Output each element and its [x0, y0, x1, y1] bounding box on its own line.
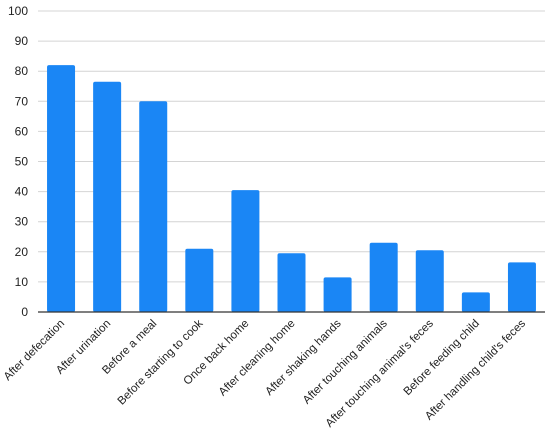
x-category-label: After defecation	[2, 318, 67, 383]
x-category-label: Before starting to cook	[116, 317, 206, 407]
y-tick-label: 20	[15, 245, 29, 259]
x-category-label: After handling child's feces	[423, 317, 528, 422]
bar	[415, 250, 444, 312]
y-tick-label: 40	[15, 185, 29, 199]
bar	[507, 262, 536, 312]
gridlines	[38, 10, 545, 283]
bar	[323, 277, 352, 312]
bar	[461, 292, 490, 312]
y-tick-labels: 0 10 20 30 40 50 60 70 80 90 100	[8, 4, 28, 319]
y-tick-label: 100	[8, 4, 28, 18]
bar	[93, 81, 122, 312]
y-tick-label: 90	[15, 34, 29, 48]
y-tick-label: 60	[15, 124, 29, 138]
y-tick-label: 70	[15, 94, 29, 108]
y-tick-label: 50	[15, 155, 29, 169]
x-category-label: After shaking hands	[263, 317, 344, 398]
x-category-label: Before feeding child	[402, 318, 482, 398]
bar	[47, 65, 76, 313]
y-tick-label: 10	[15, 275, 29, 289]
y-tick-label: 80	[15, 64, 29, 78]
bar	[369, 242, 398, 312]
y-tick-label: 0	[21, 305, 28, 319]
bar	[139, 101, 168, 312]
x-category-label: After cleaning home	[217, 318, 298, 399]
bar	[185, 248, 214, 312]
bar	[231, 190, 260, 312]
bars	[47, 65, 536, 313]
y-tick-label: 30	[15, 215, 29, 229]
bar	[277, 253, 306, 312]
x-category-label: After touching animals	[301, 317, 390, 406]
